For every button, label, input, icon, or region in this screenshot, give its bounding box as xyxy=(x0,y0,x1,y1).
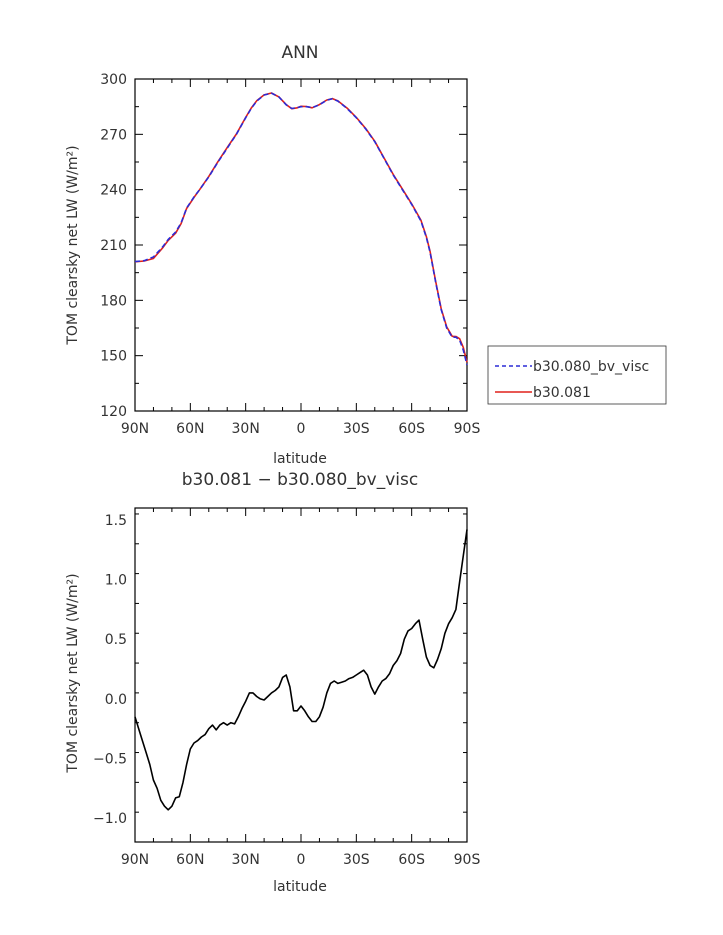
top-series-line-b30-080-bv-visc xyxy=(134,92,468,366)
top-plot-frame xyxy=(134,78,468,412)
top-x-tick-label: 60S xyxy=(398,421,425,437)
top-y-tick-label: 120 xyxy=(100,404,127,420)
legend-label-b30-081: b30.081 xyxy=(533,385,591,401)
bottom-y-tick-label: −0.5 xyxy=(93,752,127,768)
top-x-tick-label: 30N xyxy=(232,421,260,437)
bottom-x-tick-label: 30S xyxy=(343,852,370,868)
bottom-plot-frame xyxy=(134,507,468,843)
legend-label-b30-080: b30.080_bv_visc xyxy=(533,359,649,375)
top-x-tick-label: 90S xyxy=(454,421,481,437)
bottom-y-tick-label: 0.5 xyxy=(105,632,127,648)
top-x-tick-label: 90N xyxy=(121,421,149,437)
bottom-x-tick-label: 90N xyxy=(121,852,149,868)
top-x-axis-label: latitude xyxy=(273,451,327,467)
bottom-x-tick-label: 0 xyxy=(297,852,306,868)
bottom-y-axis-label: TOM clearsky net LW (W/m²) xyxy=(65,573,81,773)
bottom-panel: b30.081 − b30.080_bv_visc 90N 60N 30N 0 30S 6… xyxy=(65,470,480,895)
bottom-x-tick-label: 30N xyxy=(232,852,260,868)
top-y-axis-label: TOM clearsky net LW (W/m²) xyxy=(65,145,81,345)
bottom-series-line-difference xyxy=(134,529,468,811)
top-series-line-b30-081 xyxy=(134,92,468,363)
bottom-x-axis-label: latitude xyxy=(273,879,327,895)
bottom-chart-title: b30.081 − b30.080_bv_visc xyxy=(182,470,418,490)
top-x-tick-label: 0 xyxy=(297,421,306,437)
bottom-x-tick-label: 90S xyxy=(454,852,481,868)
bottom-y-tick-label: 1.5 xyxy=(105,513,127,529)
top-y-tick-label: 270 xyxy=(100,127,127,143)
top-y-tick-label: 150 xyxy=(100,349,127,365)
bottom-plot-area: 90N 60N 30N 0 30S 60S 90S −1.0 −0.5 0.0 0.5 1.0 1.5 xyxy=(93,507,481,868)
bottom-x-tick-label: 60S xyxy=(398,852,425,868)
top-y-tick-label: 240 xyxy=(100,183,127,199)
bottom-y-tick-label: 0.0 xyxy=(105,692,127,708)
top-y-tick-label: 210 xyxy=(100,238,127,254)
top-x-tick-label: 30S xyxy=(343,421,370,437)
bottom-y-tick-label: 1.0 xyxy=(105,573,127,589)
bottom-y-tick-label: −1.0 xyxy=(93,811,127,827)
legend: b30.080_bv_visc b30.081 xyxy=(487,345,667,405)
top-y-tick-label: 180 xyxy=(100,293,127,309)
top-panel: ANN 90N 60N 30N 0 30S 60S 90S 120 150 180 210 240 27… xyxy=(65,43,480,467)
top-y-tick-label: 300 xyxy=(100,72,127,88)
legend-box xyxy=(487,345,667,405)
top-plot-area: 90N 60N 30N 0 30S 60S 90S 120 150 180 210 240 270 300 xyxy=(100,72,480,437)
top-x-tick-label: 60N xyxy=(176,421,204,437)
top-chart-title: ANN xyxy=(281,43,318,63)
bottom-x-tick-label: 60N xyxy=(176,852,204,868)
